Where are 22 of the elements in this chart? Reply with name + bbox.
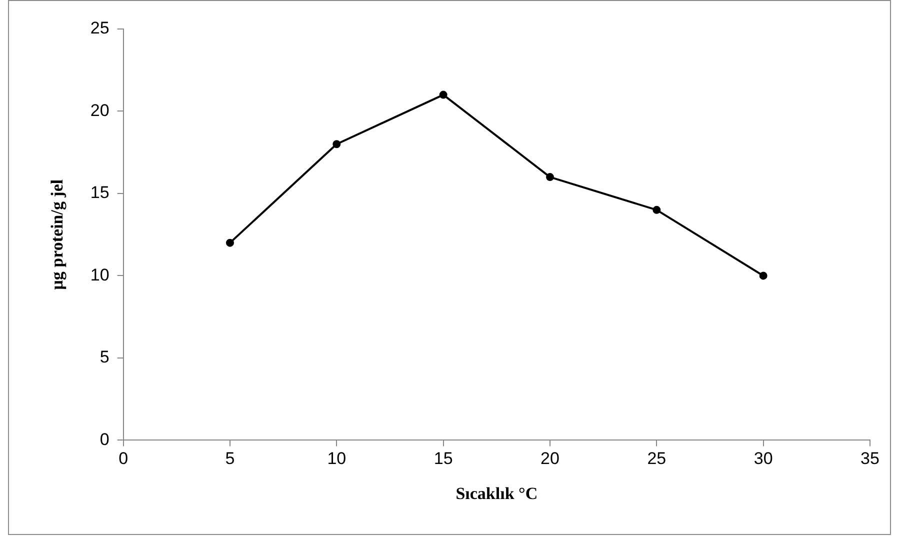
- y-tick-label: 25: [90, 18, 110, 38]
- y-tick-label: 20: [90, 100, 110, 120]
- x-tick-label: 30: [754, 449, 773, 468]
- x-tick-label: 10: [327, 449, 346, 468]
- x-tick-label: 20: [540, 449, 560, 468]
- point: [226, 238, 234, 247]
- point: [546, 173, 554, 182]
- y-tick-label: 5: [100, 348, 110, 367]
- point: [332, 140, 341, 148]
- point: [652, 206, 661, 214]
- y-axis-title: µg protein/g jel: [48, 179, 67, 290]
- point: [759, 272, 768, 280]
- y-tick-label: 0: [100, 430, 110, 449]
- y-tick-label: 10: [90, 265, 110, 284]
- x-tick-label: 15: [434, 449, 453, 468]
- x-tick-label: 0: [118, 449, 128, 468]
- x-tick-label: 35: [860, 449, 880, 468]
- y-tick-label: 15: [90, 183, 110, 202]
- x-axis-title: Sıcaklık °C: [456, 484, 538, 504]
- x-tick-label: 5: [225, 449, 235, 468]
- point: [439, 90, 448, 99]
- x-tick-label: 25: [647, 449, 666, 468]
